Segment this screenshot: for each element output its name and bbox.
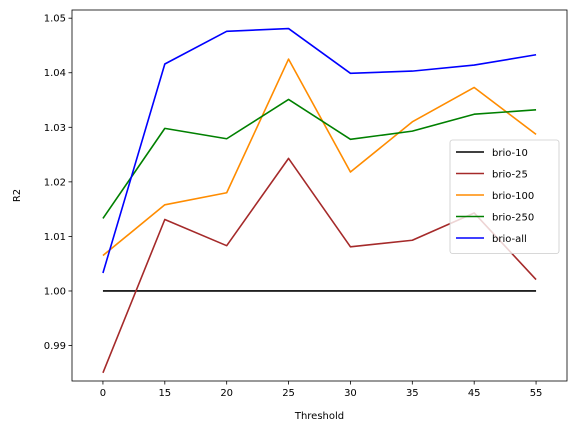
x-tick-label: 25 [282,388,295,399]
x-tick-label: 20 [220,388,233,399]
y-tick-label: 1.01 [44,232,66,243]
plot-frame [71,9,568,382]
series-line-brio-250 [102,98,537,219]
series-line-brio-100 [102,58,537,257]
legend-label: brio-100 [492,191,534,202]
y-tick-label: 1.05 [44,14,66,25]
x-tick-label: 55 [530,388,543,399]
y-tick-label: 0.99 [44,341,66,352]
y-tick-label: 1.04 [44,68,66,79]
x-tick-label: 35 [406,388,419,399]
y-tick-label: 1.00 [44,286,66,297]
series-line-brio-all [102,27,537,274]
legend: brio-10 brio-25 brio-100 brio-250 brio-all [449,139,560,254]
legend-label: brio-25 [492,170,528,181]
plot-lines [102,27,537,374]
x-tick-label: 0 [100,388,106,399]
x-tick-label: 15 [158,388,171,399]
y-axis: 0.99 1.00 1.01 1.02 1.03 1.04 1.05 [44,14,72,352]
x-axis: 0 15 20 25 30 35 45 55 [100,381,543,399]
x-axis-label: Threshold [294,411,344,422]
x-tick-label: 45 [468,388,481,399]
x-tick-label: 30 [344,388,357,399]
legend-label: brio-all [492,234,527,245]
legend-label: brio-10 [492,148,528,159]
y-axis-label: R2 [12,189,23,202]
legend-label: brio-250 [492,213,534,224]
y-tick-label: 1.03 [44,123,66,134]
legend-box [449,139,560,254]
y-tick-label: 1.02 [44,177,66,188]
